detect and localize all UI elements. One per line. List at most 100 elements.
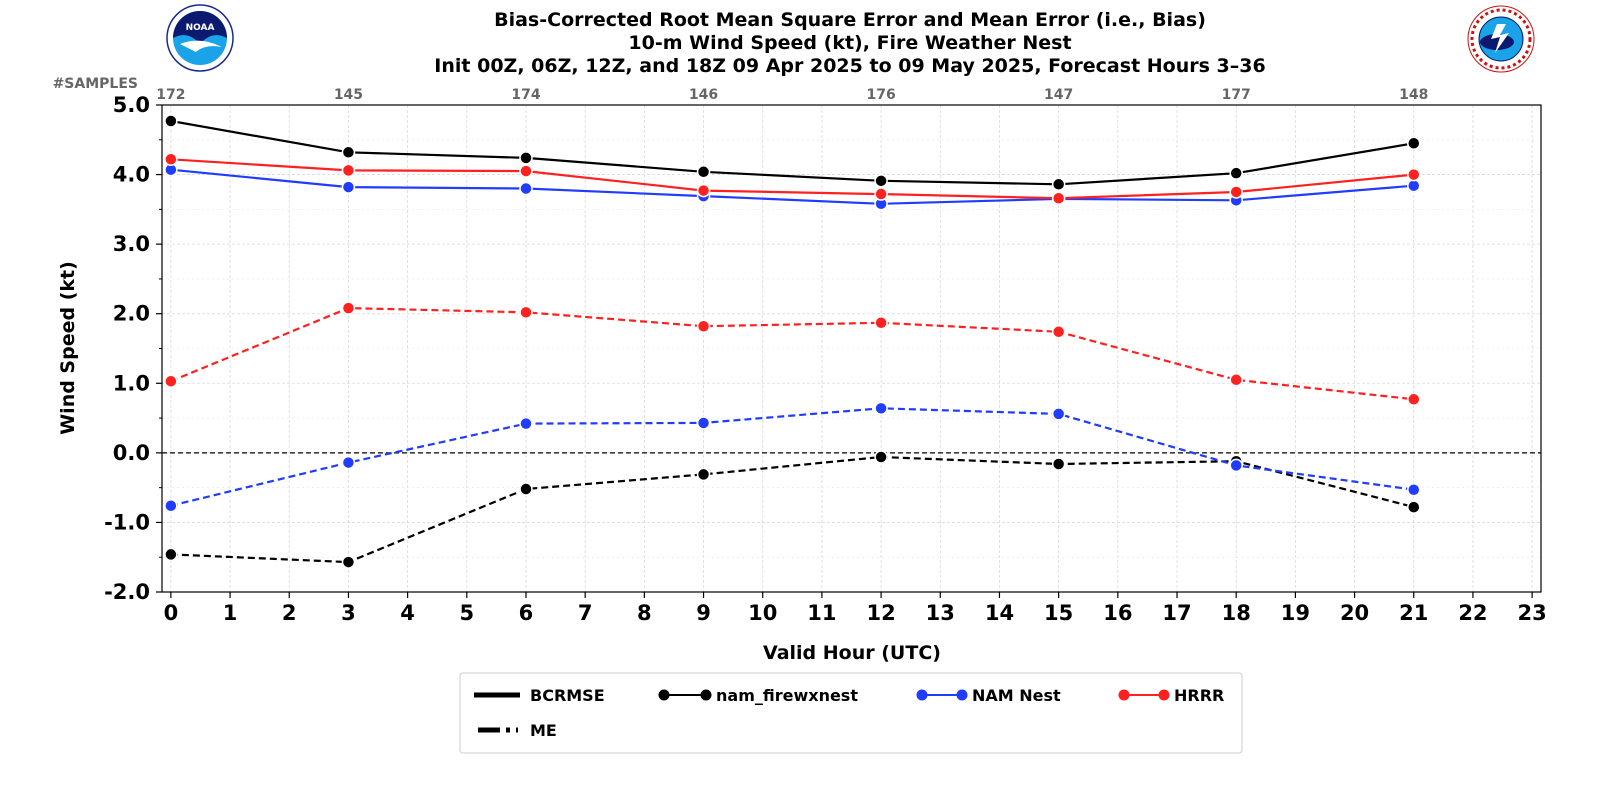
data-point-nam-nest-me: [696, 416, 711, 430]
x-tick-label: 11: [807, 601, 836, 625]
data-point-hrrr-bcrmse: [164, 152, 178, 167]
data-point-hrrr-me: [164, 374, 178, 388]
data-point-hrrr-me: [874, 316, 888, 330]
data-point-nam-firewxnest-bcrmse: [519, 151, 533, 165]
data-point-hrrr-me: [696, 319, 711, 333]
title-line-2: 10-m Wind Speed (kt), Fire Weather Nest: [628, 32, 1071, 54]
data-point-nam-firewxnest-bcrmse: [874, 174, 888, 188]
x-tick-label: 0: [164, 601, 179, 625]
data-point-nam-firewxnest-me: [1051, 457, 1066, 471]
series-hrrr-me: [164, 301, 1421, 407]
x-tick-label: 23: [1518, 601, 1547, 625]
data-point-nam-firewxnest-bcrmse: [1407, 136, 1421, 151]
sample-count-label: 177: [1222, 87, 1251, 103]
data-point-hrrr-bcrmse: [341, 163, 356, 178]
x-tick-label: 5: [459, 601, 474, 625]
series: [164, 114, 1421, 569]
data-point-nam-firewxnest-me: [874, 450, 888, 464]
data-point-nam-firewxnest-bcrmse: [341, 145, 356, 160]
legend-nam-nest-marker-b: [956, 689, 968, 701]
series-line-nam-firewxnest-me: [170, 455, 1415, 564]
data-point-hrrr-bcrmse: [1051, 191, 1066, 205]
data-point-nam-firewxnest-bcrmse: [1051, 177, 1066, 192]
data-point-nam-firewxnest-me: [1407, 500, 1421, 514]
x-tick-label: 1: [223, 601, 238, 625]
data-point-nam-firewxnest-bcrmse: [696, 165, 711, 179]
y-axis-title: Wind Speed (kt): [57, 261, 79, 435]
data-point-hrrr-me: [519, 305, 533, 320]
sample-count-label: 145: [334, 87, 363, 103]
legend-nam-firewxnest-marker-a: [658, 689, 670, 701]
x-tick-label: 3: [341, 601, 356, 625]
data-point-nam-nest-bcrmse: [519, 181, 533, 196]
y-tick-label: 2.0: [113, 302, 150, 326]
series-line-hrrr-bcrmse: [170, 158, 1414, 200]
x-tick-label: 6: [519, 601, 534, 625]
data-point-nam-nest-me: [519, 416, 533, 431]
data-point-nam-nest-me: [1407, 482, 1421, 497]
data-point-hrrr-me: [1407, 392, 1421, 407]
legend-nam-firewxnest-marker-b: [700, 689, 712, 701]
nws-logo: [1467, 5, 1535, 73]
data-point-hrrr-bcrmse: [696, 183, 711, 198]
legend-hrrr-marker-b: [1158, 689, 1170, 701]
sample-count-label: 146: [689, 87, 718, 103]
data-point-nam-firewxnest-bcrmse: [164, 114, 178, 128]
x-tick-label: 15: [1044, 601, 1073, 625]
data-point-nam-nest-me: [341, 455, 356, 470]
y-tick-label: 4.0: [113, 163, 150, 187]
x-tick-label: 9: [696, 601, 711, 625]
series-line-nam-nest-me: [170, 407, 1414, 507]
sample-count-label: 147: [1044, 87, 1073, 103]
title-line-1: Bias-Corrected Root Mean Square Error an…: [494, 9, 1206, 31]
legend-hrrr-marker-a: [1118, 689, 1130, 701]
samples-label: #SAMPLES: [53, 76, 138, 92]
legend-box: [459, 672, 1243, 754]
series-hrrr-bcrmse: [164, 152, 1421, 205]
x-tick-label: 4: [400, 601, 415, 625]
ticks: 0 1 2 3 4 5 6 7 8 9 10 11 12 13 14 15 16 17 18 19 20 21 22 23-2…: [104, 93, 1547, 625]
y-tick-label: 1.0: [113, 371, 150, 395]
y-tick-label: 0.0: [113, 441, 150, 465]
svg-text:NOAA: NOAA: [186, 23, 215, 33]
data-point-nam-nest-bcrmse: [1407, 178, 1421, 193]
data-point-nam-nest-me: [164, 498, 178, 513]
sample-count-label: 174: [511, 87, 540, 103]
grid: [162, 104, 1541, 593]
legend-hrrr-label: HRRR: [1174, 686, 1224, 705]
sample-count-label: 176: [866, 87, 895, 103]
data-point-hrrr-me: [341, 301, 356, 315]
legend-me-label: ME: [530, 721, 557, 740]
y-tick-label: -2.0: [104, 580, 150, 604]
data-point-hrrr-bcrmse: [1407, 167, 1421, 182]
x-axis-title: Valid Hour (UTC): [763, 642, 941, 664]
x-tick-label: 19: [1281, 601, 1310, 625]
sample-count-label: 172: [156, 87, 185, 103]
x-tick-label: 10: [748, 601, 777, 625]
x-tick-label: 8: [637, 601, 652, 625]
sample-counts: 172 145 174 146 176 147 177 148: [156, 87, 1428, 103]
x-tick-label: 7: [578, 601, 593, 625]
chart-title: Bias-Corrected Root Mean Square Error an…: [434, 9, 1265, 77]
y-tick-label: 5.0: [113, 93, 150, 117]
data-point-nam-firewxnest-me: [696, 467, 711, 482]
x-tick-label: 2: [282, 601, 297, 625]
y-tick-label: 3.0: [113, 232, 150, 256]
data-point-nam-firewxnest-me: [341, 555, 356, 569]
y-tick-label: -1.0: [104, 510, 150, 534]
x-tick-label: 22: [1458, 601, 1487, 625]
sample-count-label: 148: [1399, 87, 1428, 103]
x-tick-label: 20: [1340, 601, 1369, 625]
series-nam-firewxnest-bcrmse: [164, 114, 1421, 192]
series-line-nam-firewxnest-bcrmse: [170, 119, 1414, 186]
data-point-nam-firewxnest-bcrmse: [1229, 166, 1243, 180]
data-point-hrrr-bcrmse: [874, 187, 888, 201]
data-point-hrrr-bcrmse: [519, 164, 533, 178]
data-point-nam-nest-me: [1229, 458, 1243, 473]
legend-nam-nest-marker-a: [916, 689, 928, 701]
x-tick-label: 21: [1399, 601, 1428, 625]
series-nam-nest-me: [164, 401, 1421, 513]
data-point-hrrr-me: [1229, 373, 1243, 387]
data-point-nam-firewxnest-me: [519, 482, 533, 496]
data-point-hrrr-me: [1051, 325, 1066, 339]
